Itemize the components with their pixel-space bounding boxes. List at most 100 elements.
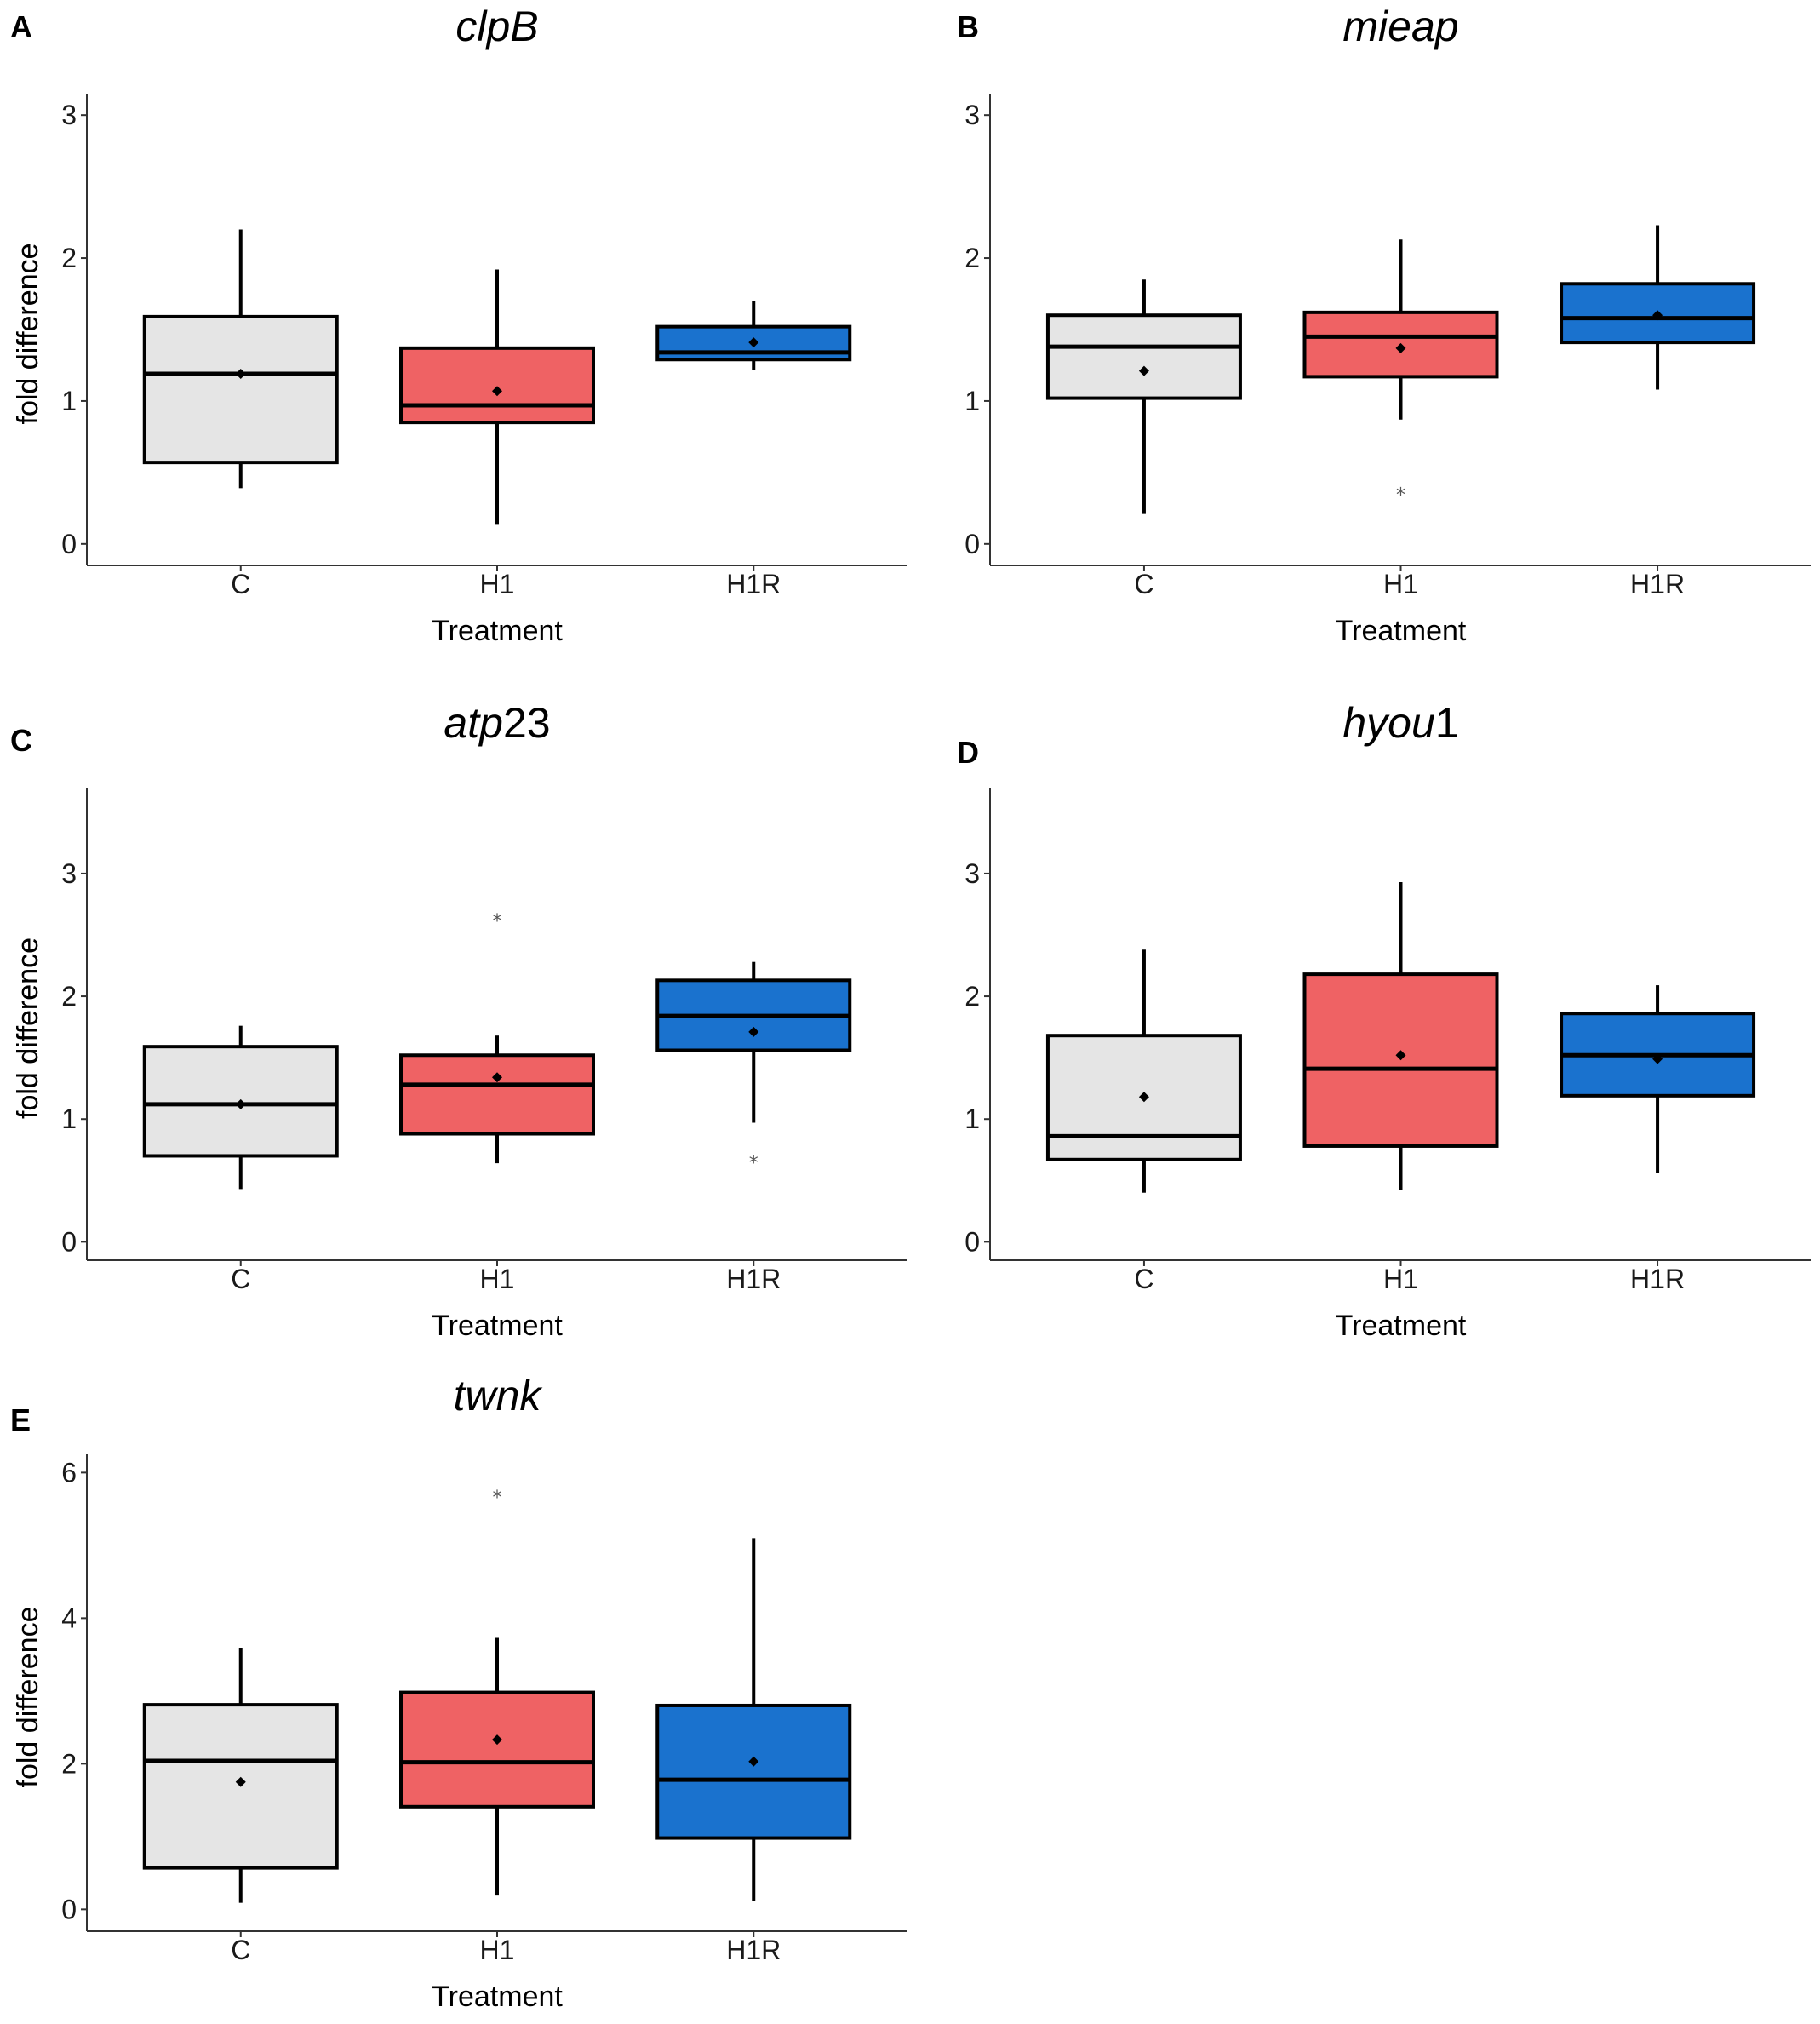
box-h1r: *	[655, 961, 852, 1174]
mean-marker	[748, 1756, 759, 1767]
y-axis-title: fold difference	[12, 244, 44, 425]
box-h1	[1302, 882, 1499, 1190]
panel-letter: E	[10, 1402, 31, 1437]
x-axis-title: Treatment	[1336, 615, 1467, 647]
y-tick-label: 1	[964, 386, 980, 416]
x-tick-label: H1R	[1630, 569, 1685, 599]
panel-title-suffix: 23	[503, 699, 551, 747]
y-tick-label: 0	[61, 529, 77, 559]
iqr-box	[399, 1690, 595, 1809]
iqr-box	[399, 346, 595, 425]
box-h1r	[1560, 985, 1756, 1173]
x-tick-label: H1R	[726, 1264, 781, 1294]
iqr-box	[399, 1053, 595, 1136]
mean-marker	[492, 386, 502, 397]
y-tick-label: 2	[964, 243, 980, 273]
panel-title: mieap	[1342, 3, 1458, 50]
mean-marker	[1395, 1050, 1406, 1061]
box-h1: *	[1302, 239, 1499, 506]
panel-letter: B	[957, 9, 979, 44]
y-tick-label: 3	[964, 100, 980, 130]
x-tick-label: H1	[480, 569, 515, 599]
box-c	[1045, 279, 1242, 514]
mean-marker	[492, 1734, 502, 1746]
x-axis-title: Treatment	[432, 615, 563, 647]
x-axis-title: Treatment	[1336, 1310, 1467, 1342]
y-tick-label: 3	[61, 858, 77, 889]
panel-title-gene: clpB	[455, 3, 538, 50]
panel-title-gene: hyou	[1342, 699, 1434, 747]
panel-title: atp23	[444, 699, 550, 747]
iqr-box	[142, 314, 339, 465]
panel-title: hyou1	[1342, 699, 1458, 747]
y-axis-title: fold difference	[12, 244, 44, 425]
x-tick-label: H1	[1383, 569, 1418, 599]
x-axis-title: Treatment	[432, 1981, 563, 2013]
x-tick-label: C	[231, 1935, 250, 1965]
mean-marker	[235, 369, 246, 380]
mean-marker	[1138, 1092, 1149, 1103]
panel-title-gene: mieap	[1342, 3, 1458, 50]
y-tick-label: 6	[61, 1457, 77, 1488]
box-h1: *	[399, 911, 595, 1164]
mean-marker	[1395, 342, 1406, 353]
panel-letter: A	[10, 9, 32, 44]
y-tick-label: 2	[61, 243, 77, 273]
mean-marker	[1652, 1053, 1663, 1064]
x-tick-label: C	[231, 1264, 250, 1294]
x-tick-label: C	[1134, 569, 1153, 599]
y-tick-label: 0	[61, 1226, 77, 1257]
mean-marker	[748, 1026, 759, 1037]
mean-marker	[1652, 310, 1663, 321]
y-tick-label: 1	[61, 386, 77, 416]
x-tick-label: H1	[480, 1264, 515, 1294]
x-tick-label: H1R	[726, 569, 781, 599]
mean-marker	[492, 1072, 502, 1083]
y-tick-label: 4	[61, 1603, 77, 1633]
y-tick-label: 2	[61, 1748, 77, 1779]
y-tick-label: 1	[964, 1104, 980, 1134]
x-tick-label: C	[231, 569, 250, 599]
box-h1r	[1560, 225, 1756, 390]
panel-letter: D	[957, 735, 979, 770]
y-tick-label: 0	[964, 529, 980, 559]
x-tick-label: C	[1134, 1264, 1153, 1294]
panel-title: clpB	[455, 3, 538, 50]
x-tick-label: H1	[480, 1935, 515, 1965]
y-tick-label: 3	[61, 100, 77, 130]
mean-marker	[235, 1776, 246, 1787]
panel-title-gene: atp	[444, 699, 503, 747]
box-h1: *	[399, 1488, 595, 1896]
panel-letter: C	[10, 723, 32, 758]
box-c	[142, 1025, 339, 1190]
y-axis-title: fold difference	[12, 937, 44, 1119]
outlier-point: *	[1396, 484, 1405, 506]
iqr-box	[655, 1703, 852, 1840]
y-tick-label: 2	[964, 981, 980, 1012]
x-tick-label: H1R	[1630, 1264, 1685, 1294]
y-axis-title: fold difference	[12, 937, 44, 1119]
x-tick-label: H1	[1383, 1264, 1418, 1294]
y-tick-label: 2	[61, 981, 77, 1012]
box-c	[1045, 949, 1242, 1193]
outlier-point: *	[493, 911, 502, 932]
panel-title-suffix: 1	[1435, 699, 1459, 747]
x-axis-title: Treatment	[432, 1310, 563, 1342]
box-h1	[399, 269, 595, 525]
y-tick-label: 0	[61, 1894, 77, 1924]
box-h1r	[655, 301, 852, 370]
box-h1r	[655, 1538, 852, 1901]
panel-title: twnk	[454, 1372, 544, 1419]
box-c	[142, 229, 339, 489]
y-tick-label: 0	[964, 1226, 980, 1257]
x-tick-label: H1R	[726, 1935, 781, 1965]
y-tick-label: 1	[61, 1104, 77, 1134]
outlier-point: *	[493, 1488, 502, 1509]
y-tick-label: 3	[964, 858, 980, 889]
